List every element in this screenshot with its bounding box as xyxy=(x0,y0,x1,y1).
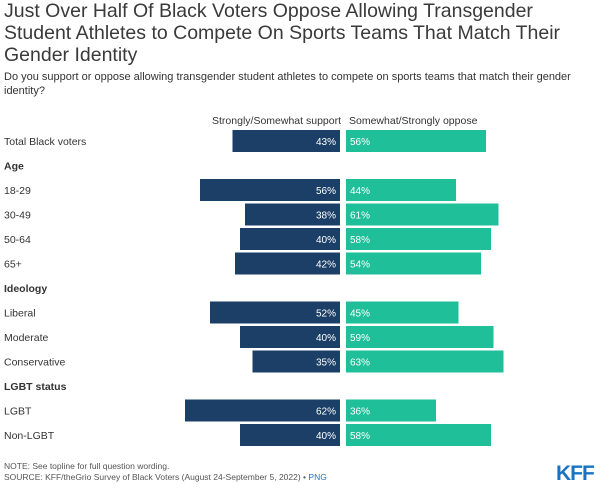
support-bar xyxy=(240,326,340,348)
oppose-bar xyxy=(346,203,499,226)
support-bar xyxy=(200,179,340,201)
png-link[interactable]: PNG xyxy=(308,472,327,482)
row-label: 18-29 xyxy=(4,185,31,197)
row-label: 50-64 xyxy=(4,234,31,246)
support-value-label: 40% xyxy=(316,235,336,246)
support-value-label: 40% xyxy=(316,333,336,344)
support-value-label: 62% xyxy=(316,407,336,418)
support-bar xyxy=(235,252,340,275)
row-label: LGBT xyxy=(4,406,32,418)
chart-subtitle: Do you support or oppose allowing transg… xyxy=(4,71,571,97)
row-label: 30-49 xyxy=(4,210,31,222)
oppose-value-label: 56% xyxy=(350,137,370,148)
support-bar xyxy=(210,301,340,324)
oppose-bar xyxy=(346,350,504,373)
logo-text: KFF xyxy=(556,462,595,484)
chart-note: NOTE: See topline for full question word… xyxy=(4,461,170,471)
oppose-bar xyxy=(346,252,481,275)
support-value-label: 40% xyxy=(316,431,336,442)
row-label: Liberal xyxy=(4,308,36,320)
legend-support-label: Strongly/Somewhat support xyxy=(212,115,341,127)
support-bar xyxy=(240,424,340,446)
row-label: Non-LGBT xyxy=(4,430,55,442)
oppose-bar xyxy=(346,301,459,324)
row-label: Moderate xyxy=(4,332,49,344)
group-heading: LGBT status xyxy=(4,381,67,393)
support-bar xyxy=(252,350,340,373)
support-value-label: 43% xyxy=(316,137,336,148)
group-heading: Age xyxy=(4,161,24,173)
oppose-value-label: 44% xyxy=(350,186,370,197)
oppose-value-label: 58% xyxy=(350,235,370,246)
oppose-value-label: 36% xyxy=(350,407,370,418)
oppose-bar xyxy=(346,179,456,201)
oppose-value-label: 58% xyxy=(350,431,370,442)
support-value-label: 56% xyxy=(316,186,336,197)
group-heading: Ideology xyxy=(4,283,47,295)
legend-oppose-label: Somewhat/Strongly oppose xyxy=(349,115,478,127)
oppose-value-label: 59% xyxy=(350,333,370,344)
support-value-label: 42% xyxy=(316,260,336,271)
oppose-bar xyxy=(346,326,494,348)
support-value-label: 52% xyxy=(316,309,336,320)
oppose-value-label: 45% xyxy=(350,309,370,320)
support-bar xyxy=(232,130,340,152)
oppose-bar xyxy=(346,228,491,250)
oppose-bar xyxy=(346,399,436,422)
chart-title: Just Over Half Of Black Voters Oppose Al… xyxy=(4,0,561,66)
oppose-bar xyxy=(346,424,491,446)
oppose-value-label: 54% xyxy=(350,260,370,271)
support-bar xyxy=(240,228,340,250)
support-value-label: 35% xyxy=(316,358,336,369)
row-label: Total Black voters xyxy=(4,136,86,148)
support-value-label: 38% xyxy=(316,211,336,222)
oppose-value-label: 63% xyxy=(350,358,370,369)
source-text: SOURCE: KFF/theGrio Survey of Black Vote… xyxy=(4,472,307,482)
oppose-bar xyxy=(346,130,486,152)
support-bar xyxy=(185,399,340,422)
row-label: 65+ xyxy=(4,259,22,271)
chart-source: SOURCE: KFF/theGrio Survey of Black Vote… xyxy=(4,472,327,483)
row-label: Conservative xyxy=(4,357,65,369)
oppose-value-label: 61% xyxy=(350,211,370,222)
support-bar xyxy=(245,203,340,226)
kff-logo[interactable]: KFF xyxy=(556,460,596,484)
